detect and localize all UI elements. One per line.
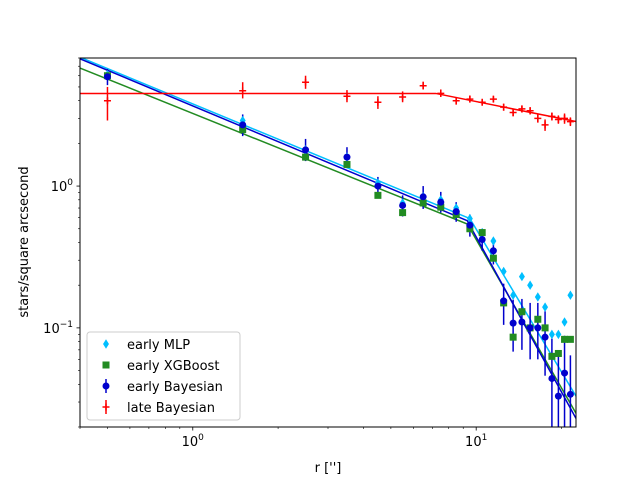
data-point-1-6	[419, 199, 427, 207]
series-layer	[80, 58, 576, 427]
data-point-2-2	[302, 146, 310, 154]
legend-marker-3	[102, 403, 110, 411]
data-point-3-17	[541, 121, 549, 129]
data-point-2-19	[554, 392, 562, 400]
data-point-2-12	[500, 297, 508, 305]
data-point-1-7	[437, 203, 445, 211]
data-point-3-6	[419, 82, 427, 90]
data-point-3-18	[548, 112, 556, 120]
legend-label-0: early MLP	[127, 338, 190, 353]
data-point-0-16	[534, 292, 541, 302]
data-point-3-4	[374, 98, 382, 106]
data-point-0-21	[567, 290, 574, 300]
data-point-2-1	[239, 121, 247, 129]
data-point-0-18	[548, 329, 555, 340]
data-point-1-2	[302, 153, 310, 161]
data-point-3-12	[500, 103, 508, 111]
data-point-1-18	[548, 352, 556, 360]
data-point-2-11	[489, 247, 497, 255]
data-point-0-9	[466, 213, 473, 224]
data-point-3-11	[489, 95, 497, 103]
data-point-0-17	[542, 302, 549, 312]
data-point-1-5	[399, 209, 407, 217]
data-point-1-20	[561, 335, 569, 343]
data-point-1-1	[239, 126, 247, 134]
data-point-2-10	[478, 235, 486, 243]
data-point-1-17	[541, 324, 549, 332]
data-point-0-19	[555, 329, 562, 340]
data-point-2-13	[509, 319, 517, 327]
legend: early MLP early XGBoost early Bayesian late…	[86, 331, 241, 421]
legend-label-3: late Bayesian	[127, 401, 215, 416]
data-point-2-16	[534, 324, 542, 332]
data-point-0-12	[500, 266, 507, 277]
data-point-0-13	[510, 290, 517, 300]
fit-line-3	[80, 92, 576, 123]
data-point-2-0	[103, 73, 111, 81]
x-tick-label-0: 100	[182, 433, 205, 450]
data-point-2-6	[419, 193, 427, 201]
data-point-3-14	[518, 105, 526, 113]
data-point-1-4	[374, 191, 382, 199]
data-point-1-11	[489, 254, 497, 262]
data-point-3-15	[526, 107, 534, 115]
y-tick-label-0: 10−1	[43, 320, 73, 337]
data-point-2-18	[548, 374, 556, 382]
data-point-0-20	[561, 317, 568, 327]
legend-marker-1	[102, 361, 110, 369]
data-point-1-21	[566, 335, 574, 343]
data-point-3-3	[343, 92, 351, 100]
data-point-1-3	[343, 160, 351, 168]
axis-ticks: 100 101 10−1 100	[43, 57, 562, 450]
legend-label-1: early XGBoost	[127, 359, 219, 374]
data-point-0-11	[490, 236, 497, 246]
data-point-1-19	[554, 349, 562, 357]
data-point-2-21	[566, 390, 574, 398]
data-point-3-21	[566, 118, 574, 126]
data-point-1-13	[509, 333, 517, 341]
data-point-2-8	[452, 208, 460, 216]
y-axis-label: stars/square arcsecond	[17, 166, 32, 317]
data-point-3-20	[561, 114, 569, 122]
data-point-2-14	[518, 318, 526, 326]
data-point-2-20	[561, 369, 569, 377]
data-point-3-7	[437, 89, 445, 97]
x-axis-label: r ['']	[315, 461, 342, 476]
data-point-3-0	[103, 97, 111, 105]
data-point-2-9	[466, 221, 474, 229]
legend-label-2: early Bayesian	[127, 380, 223, 395]
legend-marker-0	[103, 339, 109, 349]
data-point-1-16	[534, 315, 542, 323]
data-point-1-10	[478, 229, 486, 237]
data-point-1-14	[518, 308, 526, 316]
data-point-3-9	[466, 95, 474, 103]
data-point-3-10	[478, 98, 486, 106]
y-tick-label-1: 100	[51, 178, 74, 195]
data-point-3-1	[239, 87, 247, 95]
data-point-2-3	[343, 153, 351, 161]
data-point-2-15	[526, 324, 534, 332]
data-point-3-19	[554, 115, 562, 123]
legend-marker-2	[102, 382, 110, 390]
data-point-2-17	[541, 333, 549, 341]
data-point-0-14	[518, 271, 525, 282]
data-point-3-13	[509, 109, 517, 117]
data-point-1-9	[466, 225, 474, 233]
data-point-3-5	[399, 93, 407, 101]
data-point-3-2	[302, 78, 310, 86]
x-tick-label-1: 101	[465, 433, 487, 450]
fit-line-2	[80, 58, 576, 419]
data-point-2-4	[374, 182, 382, 190]
data-point-2-7	[437, 198, 445, 206]
legend-box	[86, 331, 241, 421]
data-point-0-15	[527, 280, 534, 290]
data-point-2-5	[399, 201, 407, 209]
data-point-3-16	[534, 114, 542, 122]
data-point-3-8	[452, 97, 460, 105]
